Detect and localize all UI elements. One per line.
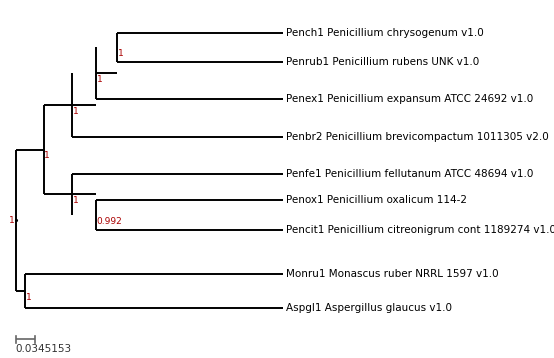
Text: Aspgl1 Aspergillus glaucus v1.0: Aspgl1 Aspergillus glaucus v1.0	[286, 303, 452, 313]
Text: 1: 1	[26, 293, 32, 302]
Text: Monru1 Monascus ruber NRRL 1597 v1.0: Monru1 Monascus ruber NRRL 1597 v1.0	[286, 269, 499, 279]
Text: 1: 1	[73, 196, 78, 205]
Text: 1: 1	[9, 216, 14, 225]
Text: 1: 1	[117, 49, 124, 58]
Text: Pench1 Penicillium chrysogenum v1.0: Pench1 Penicillium chrysogenum v1.0	[286, 28, 484, 38]
Text: Penfe1 Penicillium fellutanum ATCC 48694 v1.0: Penfe1 Penicillium fellutanum ATCC 48694…	[286, 169, 533, 179]
Text: Penox1 Penicillium oxalicum 114-2: Penox1 Penicillium oxalicum 114-2	[286, 195, 466, 205]
Text: 1: 1	[97, 75, 102, 84]
Text: Penbr2 Penicillium brevicompactum 1011305 v2.0: Penbr2 Penicillium brevicompactum 101130…	[286, 132, 548, 142]
Text: 1: 1	[73, 107, 78, 116]
Text: 1: 1	[44, 151, 50, 160]
Text: 0.0345153: 0.0345153	[16, 344, 72, 354]
Text: Penex1 Penicillium expansum ATCC 24692 v1.0: Penex1 Penicillium expansum ATCC 24692 v…	[286, 95, 533, 105]
Text: 0.992: 0.992	[97, 217, 122, 226]
Text: Pencit1 Penicillium citreonigrum cont 1189274 v1.0: Pencit1 Penicillium citreonigrum cont 11…	[286, 224, 554, 234]
Text: Penrub1 Penicillium rubens UNK v1.0: Penrub1 Penicillium rubens UNK v1.0	[286, 57, 479, 67]
